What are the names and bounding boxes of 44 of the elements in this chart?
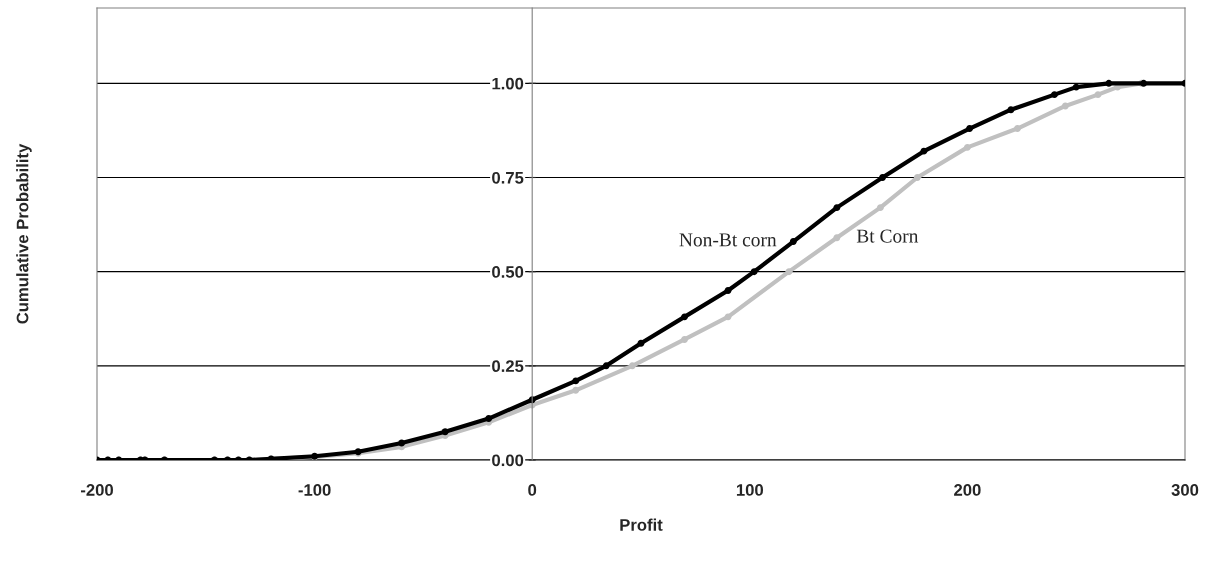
point xyxy=(1061,102,1069,110)
point xyxy=(750,268,758,276)
x-tick-label: 200 xyxy=(954,484,981,496)
point xyxy=(1072,83,1080,91)
x-axis-title: Profit xyxy=(620,518,663,531)
point xyxy=(1013,125,1021,133)
point xyxy=(724,287,732,294)
point xyxy=(572,377,580,385)
series-label: Non-Bt corn xyxy=(679,233,777,247)
y-tick-label: 0.75 xyxy=(492,171,524,184)
point xyxy=(724,313,732,321)
point xyxy=(833,234,841,242)
point xyxy=(572,386,580,394)
point xyxy=(1050,91,1058,99)
point xyxy=(628,362,636,370)
x-tick-label: -200 xyxy=(80,484,113,496)
x-tick-label: 300 xyxy=(1171,484,1199,496)
point xyxy=(913,174,921,181)
point xyxy=(1094,91,1102,99)
point xyxy=(1105,79,1113,87)
point xyxy=(398,439,406,447)
point xyxy=(879,174,887,181)
point xyxy=(681,335,688,343)
x-tick-label: -100 xyxy=(298,484,331,496)
point xyxy=(920,147,928,155)
x-tick-label: 0 xyxy=(528,484,537,496)
point xyxy=(602,362,610,370)
point xyxy=(876,204,884,212)
point xyxy=(681,313,688,321)
y-tick-label: 1.00 xyxy=(492,77,524,90)
point xyxy=(789,238,797,246)
series-label: Bt Corn xyxy=(856,229,919,243)
y-axis-title: Cumulative Probability xyxy=(16,143,32,324)
y-tick-label: 0.50 xyxy=(492,266,524,278)
point xyxy=(441,428,449,436)
y-tick-label: 0.25 xyxy=(492,360,524,373)
y-tick-label: 0.00 xyxy=(492,454,524,467)
point xyxy=(1007,106,1015,114)
point xyxy=(833,204,841,212)
point xyxy=(637,339,645,347)
point xyxy=(963,143,971,151)
x-tick-label: 100 xyxy=(736,484,764,496)
point xyxy=(785,268,793,276)
point xyxy=(966,125,974,133)
